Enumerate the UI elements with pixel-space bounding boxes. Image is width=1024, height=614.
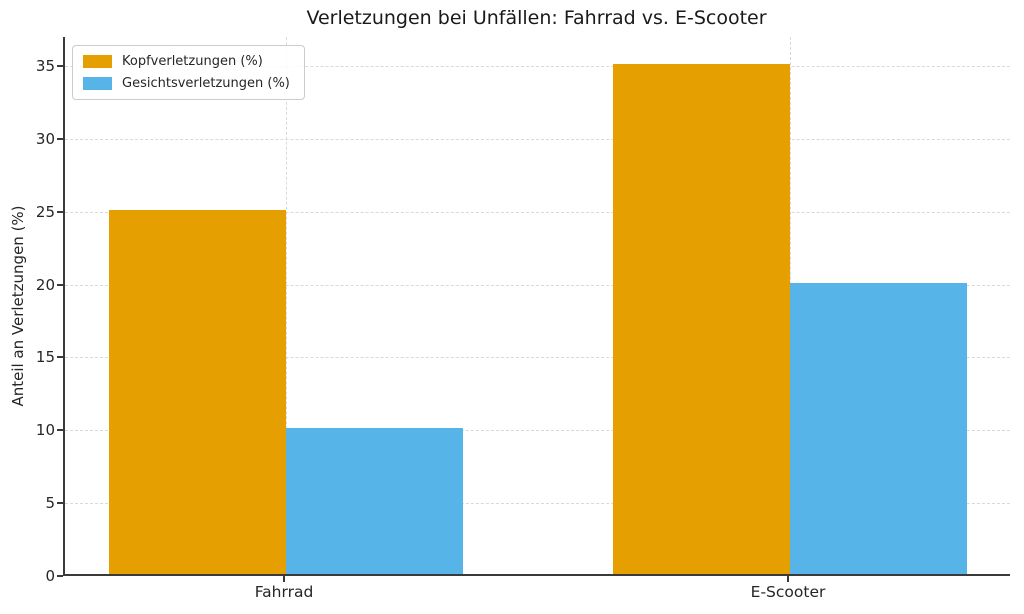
y-tick-label: 0: [45, 567, 55, 585]
y-tick-label: 25: [35, 202, 55, 221]
legend-label-kopfverletzungen: Kopfverletzungen (%): [122, 54, 263, 69]
y-tick-mark: [57, 429, 63, 432]
gridline-y-20: [65, 284, 1010, 286]
y-tick-mark: [57, 502, 63, 505]
legend-label-gesichtsverletzungen: Gesichtsverletzungen (%): [122, 76, 290, 91]
gridline-y-30: [65, 138, 1010, 140]
y-tick-mark: [57, 65, 63, 68]
legend-swatch-kopfverletzungen-icon: [83, 55, 112, 68]
y-tick-mark: [57, 356, 63, 359]
y-tick-mark: [57, 210, 63, 213]
x-tick-mark: [283, 576, 285, 582]
gridline-y-15: [65, 357, 1010, 359]
legend-item-kopfverletzungen: Kopfverletzungen (%): [83, 54, 290, 69]
y-tick-label: 20: [35, 275, 55, 294]
y-axis-label: Anteil an Verletzungen (%): [9, 205, 27, 407]
y-tick-label: 5: [45, 494, 55, 513]
gridline-y-25: [65, 211, 1010, 213]
legend: Kopfverletzungen (%) Gesichtsverletzunge…: [72, 45, 305, 100]
bar-fahrrad-series-0: [109, 209, 286, 574]
y-tick-mark: [57, 575, 63, 577]
y-tick-mark: [57, 137, 63, 140]
x-tick-label-e-scooter: E-Scooter: [750, 583, 826, 601]
legend-item-gesichtsverletzungen: Gesichtsverletzungen (%): [83, 76, 290, 91]
gridline-x-Fahrrad: [286, 37, 287, 574]
chart-title: Verletzungen bei Unfällen: Fahrrad vs. E…: [306, 7, 767, 29]
y-tick-label: 15: [35, 348, 55, 367]
bar-e-scooter-series-0: [613, 64, 790, 574]
gridline-y-35: [65, 66, 1010, 68]
gridline-y-10: [65, 430, 1010, 432]
legend-swatch-gesichtsverletzungen-icon: [83, 77, 112, 90]
y-tick-label: 10: [35, 421, 55, 440]
x-tick-label-fahrrad: Fahrrad: [254, 583, 314, 601]
y-tick-label: 35: [35, 57, 55, 76]
y-tick-label: 30: [35, 129, 55, 148]
bar-fahrrad-series-1: [286, 428, 463, 574]
y-tick-mark: [57, 283, 63, 286]
x-tick-mark: [787, 576, 789, 582]
plot-area: [63, 37, 1010, 576]
gridline-y-5: [65, 503, 1010, 505]
bar-e-scooter-series-1: [790, 282, 967, 574]
